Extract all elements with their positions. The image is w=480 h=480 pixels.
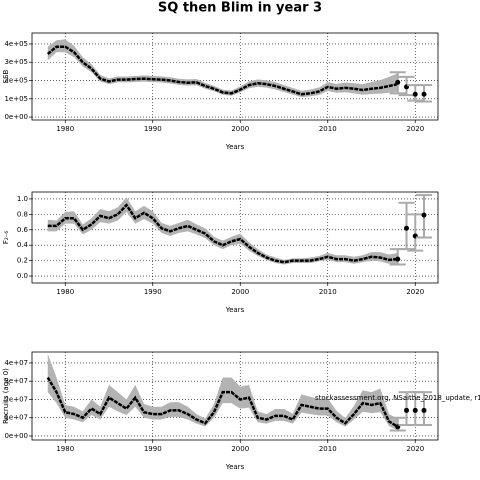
projection-point (404, 407, 409, 413)
chart-title: SQ then Blim in year 3 (158, 1, 322, 16)
x-tick-label: 1990 (144, 125, 162, 133)
y-tick-label: 3e+07 (4, 377, 28, 385)
y-tick-label: 0e+00 (4, 432, 28, 440)
y-tick-label: 1.0 (17, 195, 28, 203)
x-tick-label: 2020 (406, 288, 424, 296)
y-tick-label: 2e+05 (4, 77, 28, 85)
projection-point (421, 91, 427, 97)
plot-frame (31, 351, 439, 441)
estimate-line (47, 203, 398, 264)
x-axis-label: Years (225, 143, 245, 151)
x-tick-label: 2010 (319, 445, 337, 453)
y-axis-label: Recruits (age 0) (2, 368, 10, 424)
annotation: stockassessment.org, NSaithe_2018_update… (315, 394, 480, 402)
x-tick-label: 2000 (231, 288, 249, 296)
projection-point (404, 225, 409, 231)
x-tick-label: 2010 (319, 125, 337, 133)
x-axis-label: Years (225, 463, 245, 471)
y-tick-label: 4e+07 (4, 359, 28, 367)
projection-point (421, 212, 427, 218)
y-axis-label: F₂₋₆ (2, 231, 10, 245)
estimate-line (46, 376, 399, 428)
y-tick-label: 0.0 (17, 272, 28, 280)
confidence-band (47, 39, 398, 98)
y-tick-label: 0.4 (17, 241, 29, 249)
projection-point (412, 407, 418, 413)
x-tick-label: 2000 (231, 125, 249, 133)
y-tick-label: 2e+07 (4, 395, 28, 403)
projection-point (395, 256, 401, 262)
plot-frame (31, 32, 439, 121)
x-tick-label: 2000 (231, 445, 249, 453)
y-tick-label: 0.2 (17, 257, 28, 265)
y-axis-label: SSB (2, 69, 10, 83)
estimate-line (46, 45, 399, 96)
y-tick-label: 1e+07 (4, 414, 28, 422)
x-tick-label: 1990 (144, 445, 162, 453)
confidence-band (47, 197, 398, 265)
x-tick-label: 1990 (144, 288, 162, 296)
y-tick-label: 0.6 (17, 226, 29, 234)
x-tick-label: 2020 (406, 445, 424, 453)
x-tick-label: 1980 (56, 125, 74, 133)
x-axis-label: Years (225, 306, 245, 314)
plot-frame (31, 191, 439, 284)
x-tick-label: 1980 (56, 288, 74, 296)
y-tick-label: 1e+05 (4, 95, 28, 103)
projection-point (395, 79, 401, 85)
x-tick-label: 2020 (406, 125, 424, 133)
projection-point (421, 407, 427, 413)
y-tick-label: 4e+05 (4, 40, 28, 48)
y-tick-label: 3e+05 (4, 58, 28, 66)
y-tick-label: 0e+00 (4, 113, 28, 121)
projection-point (412, 91, 418, 97)
x-tick-label: 1980 (56, 445, 74, 453)
x-tick-label: 2010 (319, 288, 337, 296)
y-tick-label: 0.8 (17, 210, 28, 218)
